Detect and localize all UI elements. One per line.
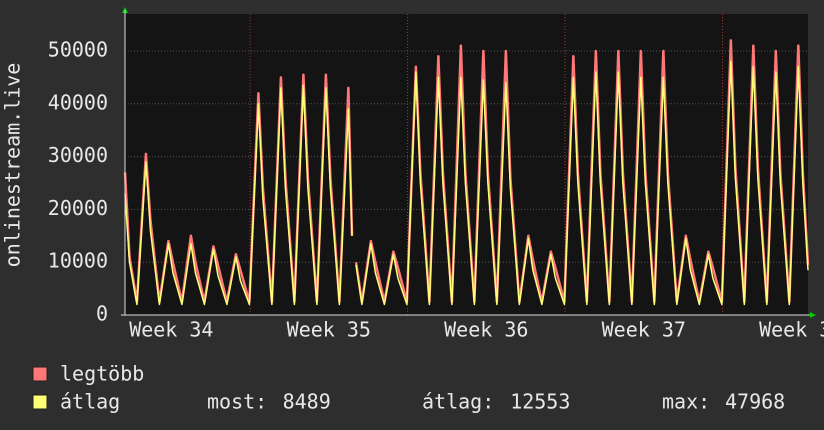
stat-value: 8489 [283, 390, 331, 414]
y-tick-label: 40000 [48, 90, 108, 114]
stat-label: most: [207, 390, 267, 414]
stat-value: 12553 [510, 390, 570, 414]
x-tick-label: Week 37 [602, 318, 686, 342]
series-line [124, 60, 809, 306]
stat-label: max: [662, 390, 710, 414]
y-tick-label: 30000 [48, 143, 108, 167]
x-tick-label: Week 36 [444, 318, 528, 342]
x-tick-label: Week 38 [759, 318, 824, 342]
stat-value: 47968 [725, 390, 785, 414]
y-tick-label: 20000 [48, 196, 108, 220]
y-tick-label: 50000 [48, 37, 108, 61]
legend-label: átlag [60, 390, 120, 414]
y-tick-label: 10000 [48, 249, 108, 273]
x-tick-label: Week 34 [129, 318, 213, 342]
y-axis-label: onlinestream.live [1, 63, 25, 268]
x-arrow [810, 312, 816, 318]
legend-swatch [32, 394, 48, 410]
legend-swatch [32, 366, 48, 382]
stat-label: átlag: [422, 390, 494, 414]
x-tick-label: Week 35 [287, 318, 371, 342]
y-tick-label: 0 [96, 302, 108, 326]
legend-label: legtöbb [60, 362, 144, 386]
